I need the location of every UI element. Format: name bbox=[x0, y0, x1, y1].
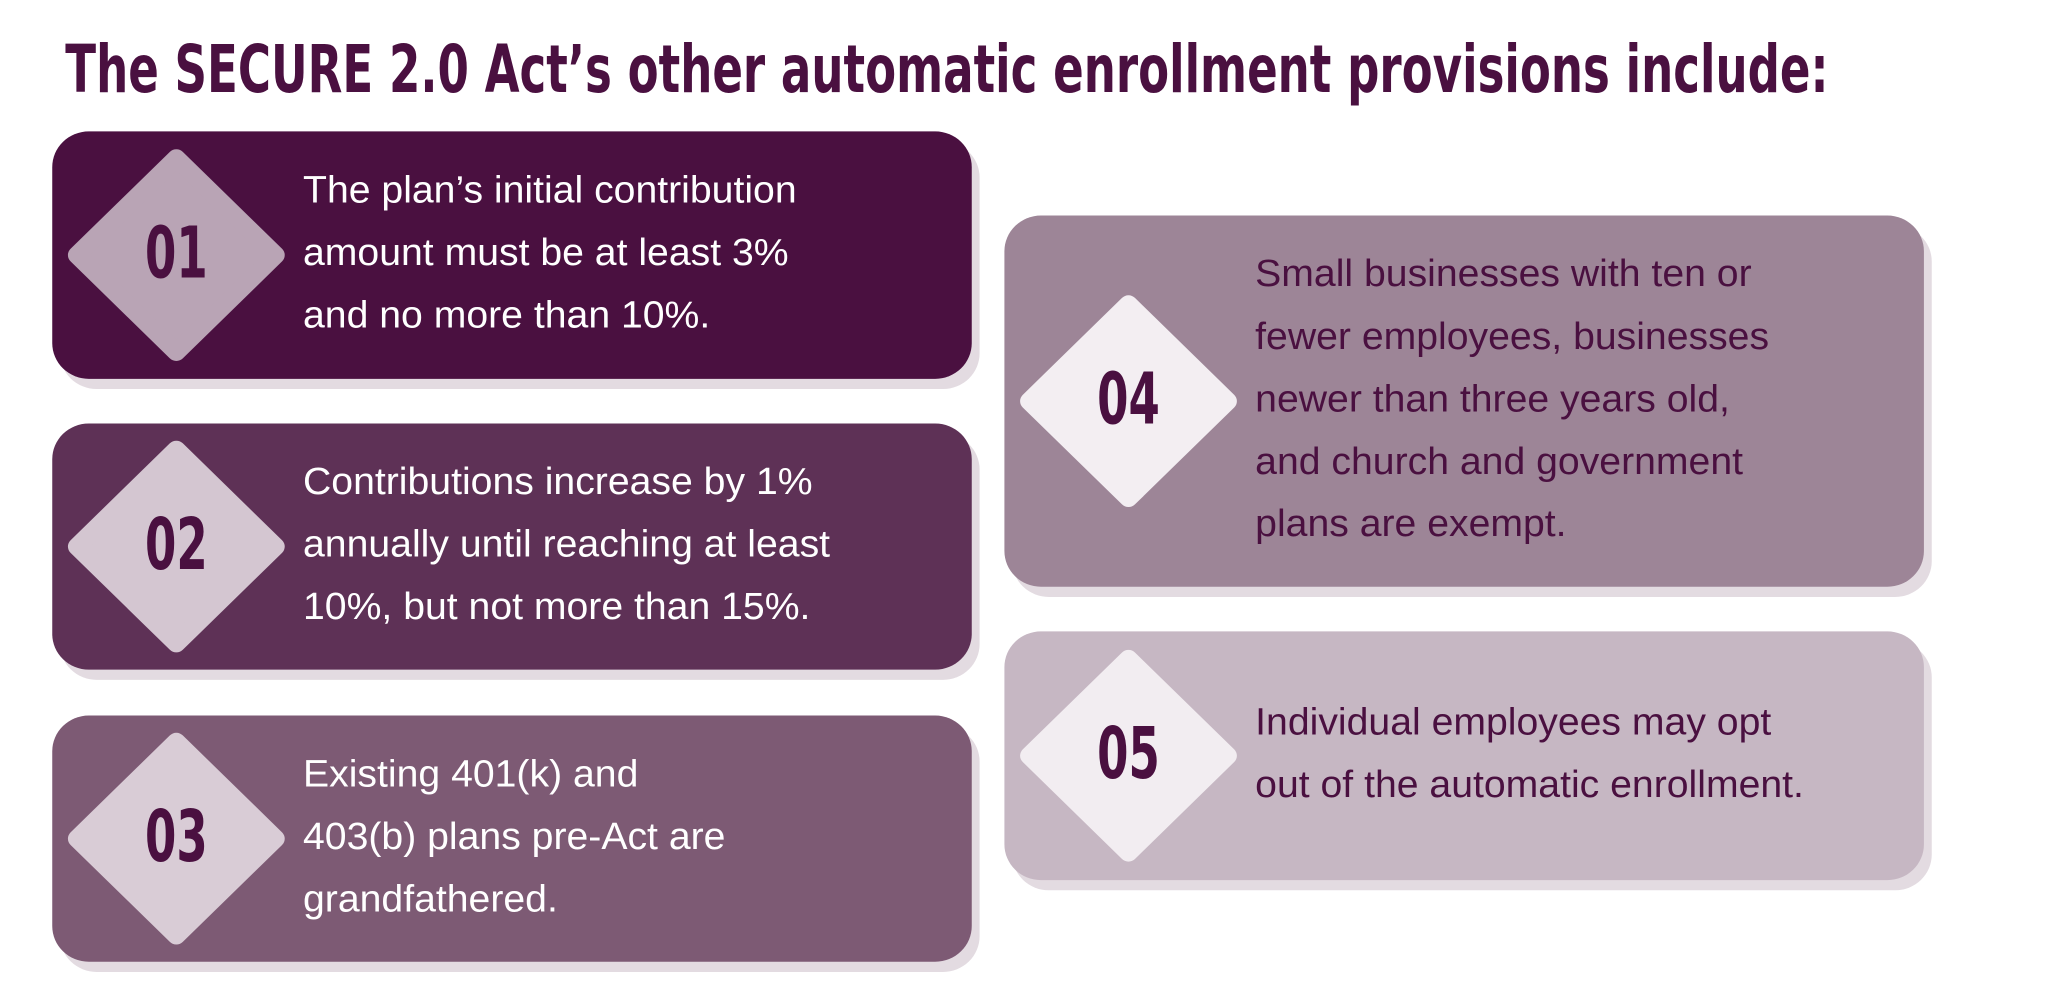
item-text: and church and government bbox=[1255, 440, 1743, 482]
item-text: The plan’s initial contribution bbox=[303, 169, 797, 211]
item-text: Small businesses with ten or bbox=[1255, 253, 1752, 295]
item-text: 10%, but not more than 15%. bbox=[303, 586, 810, 628]
card bbox=[1004, 215, 1924, 587]
card bbox=[52, 423, 972, 670]
diamond bbox=[67, 440, 285, 653]
item-number: 05 bbox=[1097, 713, 1160, 796]
item-number: 04 bbox=[1097, 358, 1160, 441]
item-text: annually until reaching at least bbox=[303, 523, 830, 565]
item-text: out of the automatic enrollment. bbox=[1255, 764, 1804, 806]
item-text: Contributions increase by 1% bbox=[303, 461, 813, 503]
item-text: grandfathered. bbox=[303, 878, 558, 920]
diamond bbox=[67, 732, 285, 945]
item-number: 02 bbox=[145, 504, 208, 587]
diamond bbox=[1020, 295, 1237, 508]
card bbox=[52, 715, 972, 962]
item-text: fewer employees, businesses bbox=[1255, 315, 1769, 357]
item-text: Individual employees may opt bbox=[1255, 701, 1771, 743]
item-text: newer than three years old, bbox=[1255, 378, 1730, 420]
card bbox=[52, 131, 972, 379]
item-text: and no more than 10%. bbox=[303, 294, 710, 336]
card bbox=[1004, 631, 1924, 881]
item-text: 403(b) plans pre-Act are bbox=[303, 815, 725, 857]
title: The SECURE 2.0 Act’s other automatic enr… bbox=[65, 31, 1828, 108]
item-text: amount must be at least 3% bbox=[303, 232, 789, 274]
diamond bbox=[1020, 649, 1237, 862]
item-text: Existing 401(k) and bbox=[303, 753, 638, 795]
diamond bbox=[67, 149, 285, 361]
item-number: 01 bbox=[145, 212, 208, 295]
item-text: plans are exempt. bbox=[1255, 503, 1566, 545]
item-number: 03 bbox=[145, 796, 208, 879]
